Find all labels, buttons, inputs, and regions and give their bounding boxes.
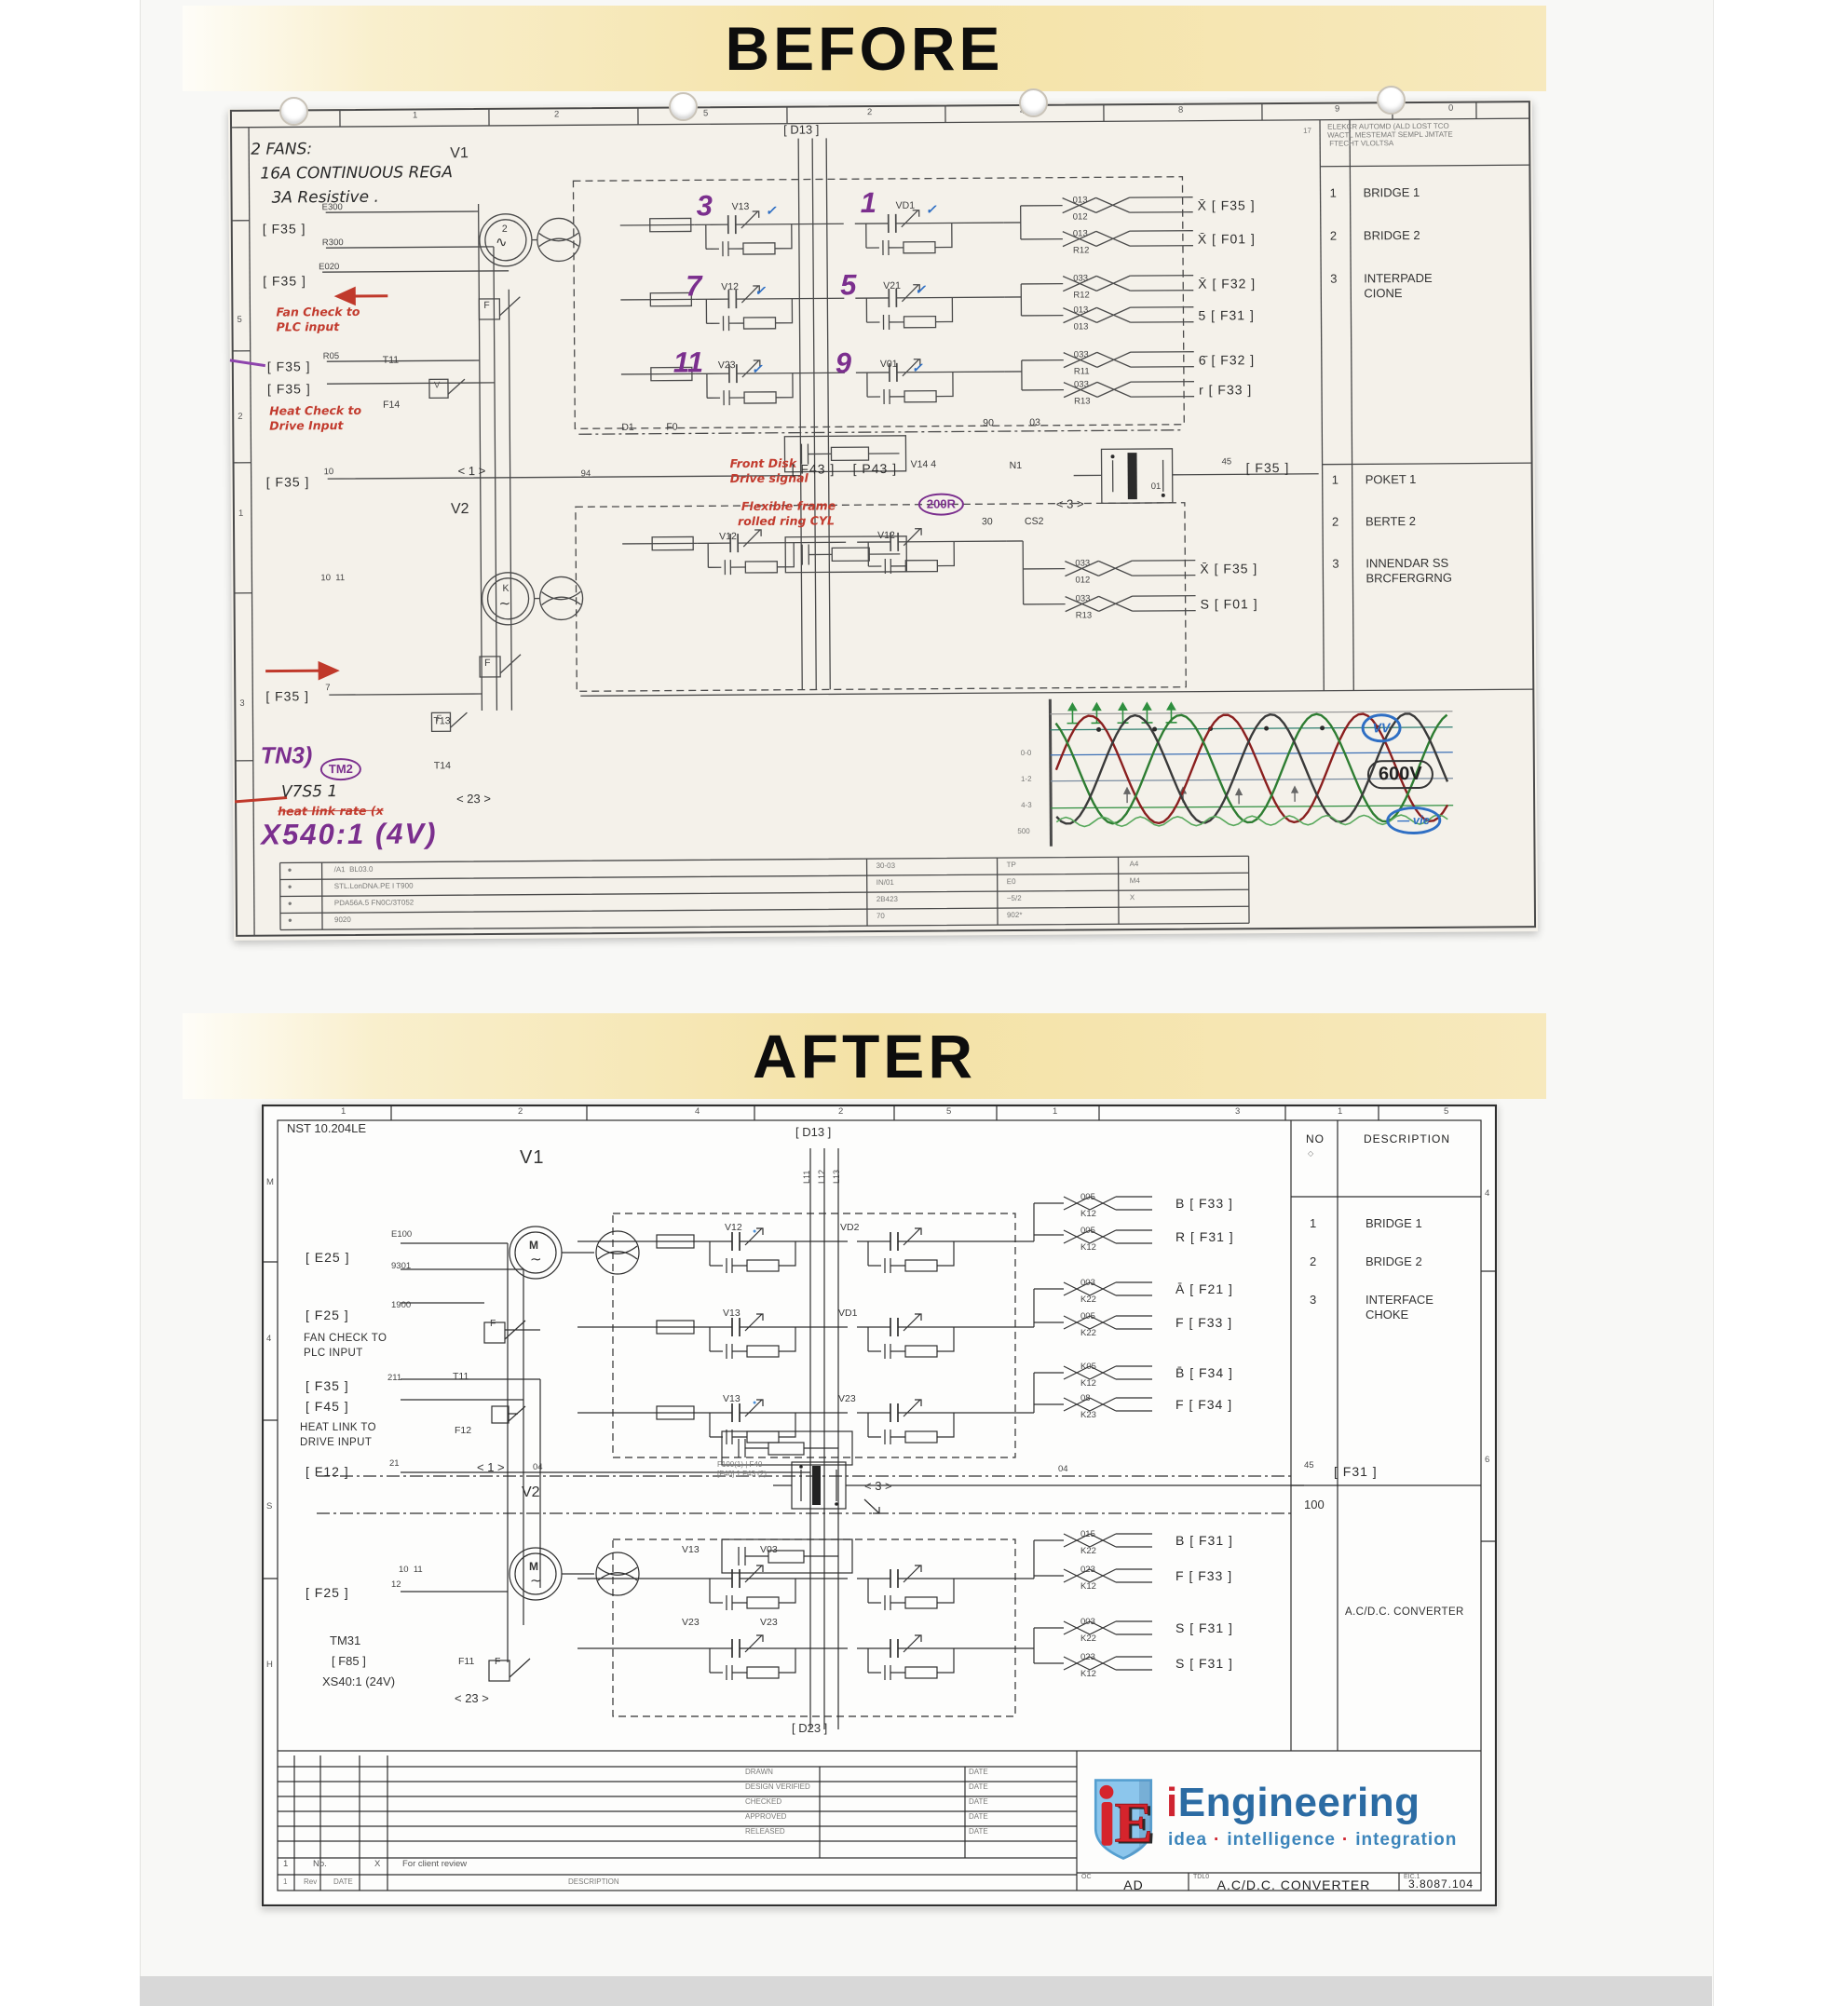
titleblock-title-label: TDL0 <box>1193 1874 1210 1880</box>
binder-hole <box>669 92 698 121</box>
binder-hole <box>1019 88 1048 117</box>
binder-hole <box>279 97 308 126</box>
after-schematic-sheet: NST 10.204LE V1[ E25 ] E100 9301[ F25 ] 1900… <box>261 1104 1498 1907</box>
logo-brand-i: i <box>1166 1780 1178 1825</box>
footer-gray-bar <box>140 1976 1712 2006</box>
logo-tag-idea: idea <box>1168 1830 1208 1850</box>
before-schematic-sheet: 2 FANS: 16A CONTINUOUS REGA 3A Resistive .… <box>227 100 1539 941</box>
binder-hole <box>1377 86 1406 115</box>
after-schematic-line-art <box>261 1104 1498 1907</box>
titleblock-title-value: A.C/D.C. CONVERTER <box>1216 1877 1371 1892</box>
titleblock-title-cell: TDL0 A.C/D.C. CONVERTER <box>1190 1873 1397 1892</box>
logo-brand-text: iEngineering <box>1166 1780 1420 1826</box>
logo-monogram-shadow: E <box>1118 1794 1155 1857</box>
titleblock-number-value: 3.8087.104 <box>1407 1877 1474 1891</box>
iengineering-shield-icon: E E <box>1092 1776 1156 1866</box>
logo-tag-integration: integration <box>1355 1830 1458 1850</box>
after-banner-title: AFTER <box>753 1022 976 1091</box>
before-banner-title: BEFORE <box>725 14 1004 83</box>
titleblock-designer-value: AD <box>1123 1877 1144 1892</box>
titleblock-number-cell: EIC.1 3.8087.104 <box>1401 1873 1481 1891</box>
logo-brand-rest: Engineering <box>1177 1780 1420 1825</box>
iengineering-logo: E E iEngineering idea · intelligence · integ… <box>1080 1772 1481 1871</box>
before-banner: BEFORE <box>183 6 1546 91</box>
before-schematic-line-art <box>229 101 1537 937</box>
logo-tag-dot: · <box>1214 1830 1221 1850</box>
logo-tag-intelligence: intelligence <box>1227 1830 1336 1850</box>
logo-monogram: E <box>1114 1791 1152 1854</box>
titleblock-number-label: EIC.1 <box>1404 1874 1420 1880</box>
after-banner: AFTER <box>183 1013 1546 1099</box>
titleblock-designer-cell: OC AD <box>1079 1873 1189 1892</box>
logo-tagline: idea · intelligence · integration <box>1168 1830 1457 1850</box>
titleblock-designer-label: OC <box>1081 1874 1092 1880</box>
logo-tag-dot: · <box>1341 1830 1350 1850</box>
